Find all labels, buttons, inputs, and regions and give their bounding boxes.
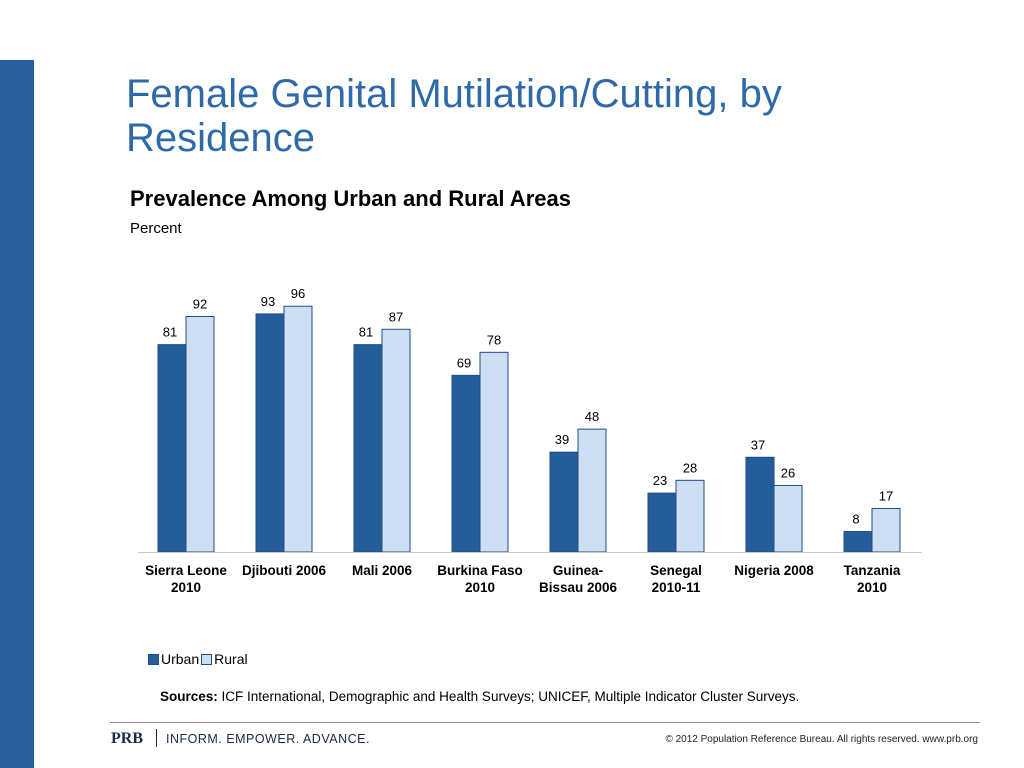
data-label-urban: 69 (457, 355, 471, 370)
bar-chart: 81 92 Sierra Leone 2010 93 96 Djibouti 2006 81 8… (138, 286, 922, 595)
legend-label-urban: Urban (161, 651, 200, 667)
category-label: 2010-11 (652, 580, 701, 595)
side-accent-bar (0, 60, 34, 768)
category-label: Bissau 2006 (539, 580, 618, 595)
data-label-rural: 78 (487, 332, 501, 347)
data-label-urban: 39 (555, 432, 569, 447)
chart-unit-label: Percent (130, 220, 182, 237)
chart-legend: Urban Rural (148, 651, 250, 667)
category-label: Senegal (650, 563, 702, 578)
category-label: Burkina Faso (437, 563, 523, 578)
data-label-rural: 26 (781, 465, 795, 480)
bar-rural (479, 351, 509, 553)
chart-subtitle: Prevalence Among Urban and Rural Areas (130, 186, 571, 211)
category-label: 2010 (171, 580, 201, 595)
bar-urban (451, 374, 481, 553)
data-label-urban: 81 (163, 325, 177, 340)
bar-urban (353, 344, 383, 553)
data-label-urban: 8 (852, 512, 859, 527)
data-label-rural: 48 (585, 409, 599, 424)
sources-text: ICF International, Demographic and Healt… (221, 689, 800, 704)
category-label: Guinea- (553, 563, 603, 578)
sources-note: Sources: ICF International, Demographic … (160, 689, 799, 704)
bar-rural (675, 479, 705, 553)
data-label-rural: 17 (879, 488, 893, 503)
footer-copyright: © 2012 Population Reference Bureau. All … (665, 734, 978, 745)
category-label: Tanzania (844, 563, 901, 578)
bar-urban (549, 451, 579, 553)
category-label: 2010 (857, 580, 887, 595)
footer-separator (156, 729, 157, 747)
bar-urban (255, 313, 285, 553)
footer-divider (110, 722, 980, 723)
bar-urban (647, 492, 677, 553)
bar-rural (871, 507, 901, 553)
legend-item-urban: Urban (148, 651, 199, 667)
data-label-rural: 92 (193, 296, 207, 311)
data-label-urban: 81 (359, 325, 373, 340)
category-label: Sierra Leone (145, 563, 227, 578)
footer-brand-logo: PRB (111, 730, 143, 747)
category-label: Djibouti 2006 (242, 563, 327, 578)
bar-rural (577, 428, 607, 553)
data-label-urban: 93 (261, 294, 275, 309)
bar-rural (381, 328, 411, 553)
bar-urban (745, 456, 775, 553)
data-label-rural: 28 (683, 460, 697, 475)
category-label: 2010 (465, 580, 495, 595)
slide-title: Female Genital Mutilation/Cutting, by Re… (126, 72, 782, 160)
bar-urban (157, 344, 187, 553)
data-label-rural: 96 (291, 286, 305, 301)
legend-swatch-urban (148, 653, 159, 665)
category-label: Mali 2006 (352, 563, 413, 578)
bar-rural (283, 305, 313, 553)
legend-swatch-rural (201, 653, 213, 665)
data-label-urban: 23 (653, 473, 667, 488)
data-label-urban: 37 (751, 437, 765, 452)
legend-item-rural: Rural (201, 651, 248, 667)
bar-rural (773, 484, 803, 553)
bar-rural (185, 315, 215, 553)
footer-tagline: INFORM. EMPOWER. ADVANCE. (166, 732, 370, 746)
data-label-rural: 87 (389, 309, 403, 324)
sources-label: Sources: (160, 689, 218, 704)
legend-label-rural: Rural (214, 651, 248, 667)
bar-urban (843, 531, 873, 553)
category-label: Nigeria 2008 (734, 563, 814, 578)
